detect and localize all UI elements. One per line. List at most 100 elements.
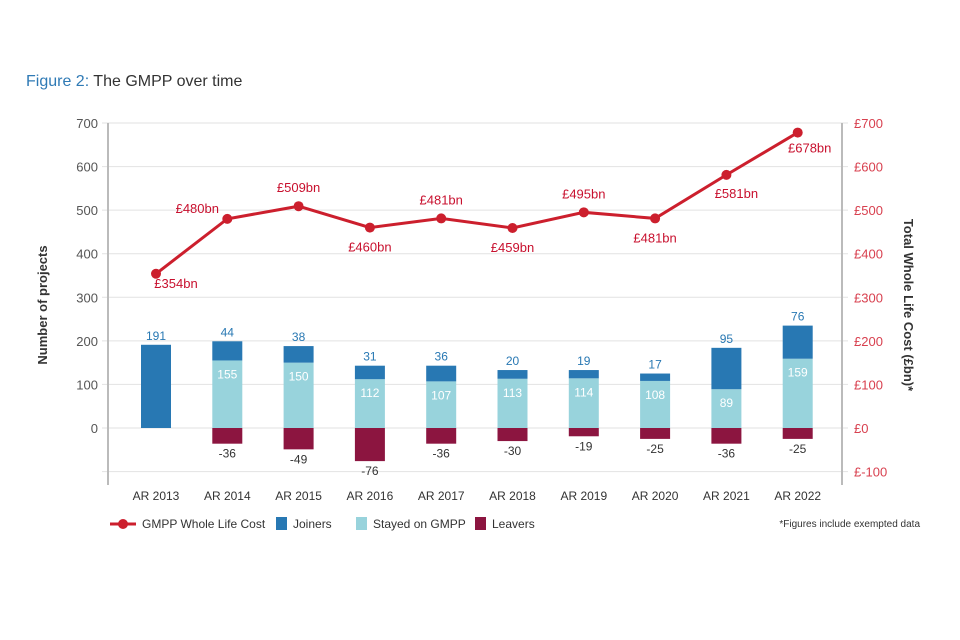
y-tick-label: 400 <box>76 247 98 262</box>
bar-leavers <box>283 428 314 450</box>
chart-title: Figure 2: The GMPP over time <box>26 73 242 91</box>
y2-tick-label: £300 <box>854 290 883 305</box>
bar-stayed <box>640 380 671 428</box>
bar-joiners <box>497 370 528 379</box>
y-tick-label: 700 <box>76 116 98 131</box>
bar-stayed <box>711 389 742 428</box>
legend-swatch <box>356 517 367 530</box>
y2-axis-label: Total Whole Life Cost (£bn)* <box>901 219 916 392</box>
bar-joiners <box>640 373 671 381</box>
line-data-label: £509bn <box>277 180 320 195</box>
bar-stayed <box>354 379 385 428</box>
bar-label-leavers: -25 <box>646 442 664 456</box>
line-whole-life-cost <box>155 131 799 275</box>
bar-label-leavers: -76 <box>361 464 379 478</box>
bar-label-leavers: -36 <box>219 447 237 461</box>
bar-label-joiners: 95 <box>720 332 734 346</box>
y2-tick-label: £-100 <box>854 465 887 480</box>
line-point <box>364 222 375 233</box>
bar-label-stayed: 113 <box>503 386 522 400</box>
line-point <box>507 223 518 234</box>
line-point <box>792 127 803 138</box>
bar-label-joiners: 38 <box>292 330 306 344</box>
bar-label-joiners: 191 <box>146 329 166 343</box>
bar-stayed <box>568 378 599 428</box>
bar-leavers <box>426 428 457 444</box>
bar-joiners <box>283 346 314 363</box>
bar-label-stayed: 89 <box>720 396 734 410</box>
bar-joiners <box>426 365 457 382</box>
bar-label-stayed: 107 <box>431 388 451 402</box>
y2-tick-label: £700 <box>854 116 883 131</box>
line-point <box>293 201 304 212</box>
line-point <box>222 213 233 224</box>
bar-label-stayed: 150 <box>289 370 309 384</box>
line-data-label: £481bn <box>633 230 676 245</box>
line-data-label: £581bn <box>715 186 758 201</box>
x-tick-label: AR 2022 <box>774 489 821 503</box>
legend-label: Stayed on GMPP <box>373 517 466 531</box>
bar-label-stayed: 112 <box>360 386 379 400</box>
bar-label-joiners: 19 <box>577 354 591 368</box>
y2-tick-label: £500 <box>854 203 883 218</box>
bar-label-leavers: -36 <box>718 447 736 461</box>
y-tick-label: 600 <box>76 160 98 175</box>
bar-label-stayed: 155 <box>217 367 237 381</box>
bar-joiners <box>568 370 599 379</box>
bar-stayed <box>782 358 813 428</box>
footnote: *Figures include exempted data <box>779 519 920 530</box>
bar-joiners <box>354 365 385 380</box>
legend-label: Leavers <box>492 517 535 531</box>
bar-leavers <box>212 428 243 444</box>
bar-leavers <box>640 428 671 439</box>
y2-tick-label: £100 <box>854 377 883 392</box>
bar-label-joiners: 76 <box>791 310 805 324</box>
bar-label-stayed: 114 <box>574 385 593 399</box>
legend-swatch <box>276 517 287 530</box>
bar-label-joiners: 17 <box>648 358 662 372</box>
legend-label: GMPP Whole Life Cost <box>142 517 266 531</box>
bar-leavers <box>497 428 528 442</box>
y-tick-label: 300 <box>76 290 98 305</box>
bar-leavers <box>782 428 813 439</box>
bar-joiners <box>711 347 742 390</box>
line-data-label: £481bn <box>420 192 463 207</box>
legend-swatch <box>475 517 486 530</box>
x-tick-label: AR 2019 <box>560 489 607 503</box>
y2-tick-label: £600 <box>854 160 883 175</box>
bar-label-leavers: -30 <box>504 444 522 458</box>
bar-label-leavers: -36 <box>433 447 451 461</box>
line-point <box>650 213 661 224</box>
bar-label-joiners: 20 <box>506 354 520 368</box>
x-tick-label: AR 2021 <box>703 489 750 503</box>
bar-leavers <box>711 428 742 444</box>
bar-label-joiners: 31 <box>363 350 377 364</box>
line-point <box>151 268 161 279</box>
bar-joiners <box>782 325 813 359</box>
line-point <box>436 213 447 224</box>
bar-leavers <box>568 428 599 437</box>
line-data-label: £459bn <box>491 240 534 255</box>
bar-stayed <box>212 360 243 428</box>
bar-stayed <box>497 378 528 428</box>
figure-label: Figure 2: <box>26 73 90 90</box>
x-tick-label: AR 2014 <box>204 489 251 503</box>
line-point <box>578 207 589 218</box>
bar-label-stayed: 159 <box>788 366 808 380</box>
line-data-label: £495bn <box>562 186 605 201</box>
y-tick-label: 0 <box>91 421 98 436</box>
y-tick-label: 200 <box>76 334 98 349</box>
bar-stayed <box>283 362 314 428</box>
x-tick-label: AR 2013 <box>133 489 180 503</box>
y2-tick-label: £0 <box>854 421 868 436</box>
y2-tick-label: £200 <box>854 334 883 349</box>
bar-label-leavers: -19 <box>575 439 593 453</box>
title-text: The GMPP over time <box>89 73 243 90</box>
y-tick-label: 100 <box>76 377 98 392</box>
line-data-label: £678bn <box>788 141 831 156</box>
x-tick-label: AR 2017 <box>418 489 465 503</box>
line-data-label: £354bn <box>154 276 197 291</box>
x-tick-label: AR 2018 <box>489 489 536 503</box>
